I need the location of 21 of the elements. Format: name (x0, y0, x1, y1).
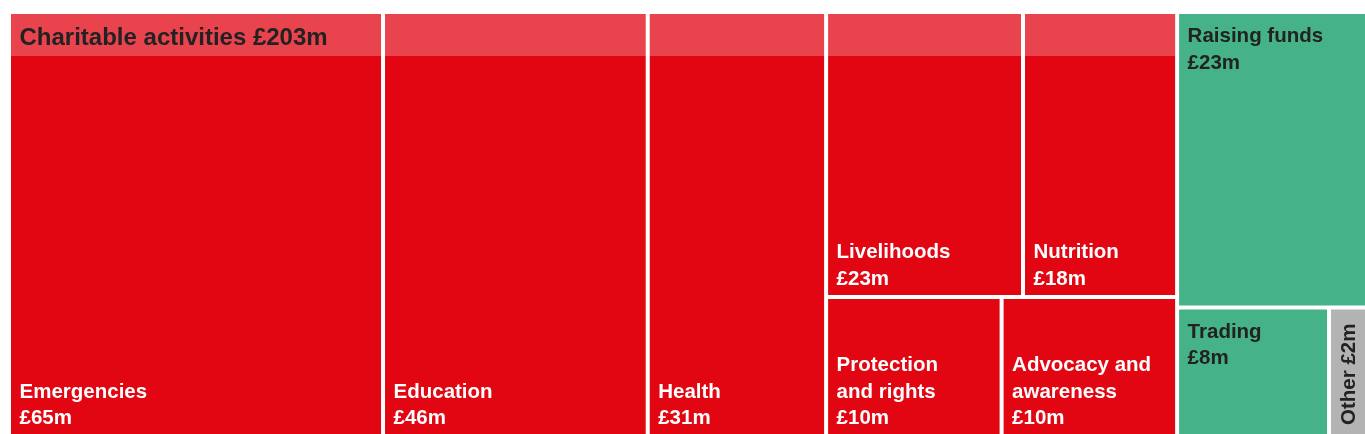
data-label: £18m (1033, 265, 1086, 289)
category-label: Emergencies (19, 378, 148, 402)
data-label: £31m (658, 405, 711, 428)
category-label: Trading (1187, 318, 1262, 342)
data-label: £10m (836, 405, 890, 428)
category-label: Protection and rights (836, 352, 938, 402)
data-label: £23m (836, 265, 890, 289)
data-label: £8m (1187, 345, 1229, 369)
category-label: Health (658, 378, 721, 402)
data-label: £23m (1187, 49, 1241, 73)
category-label: Nutrition (1033, 239, 1119, 263)
category-label: Raising funds (1187, 23, 1324, 46)
category-label: Education (393, 378, 493, 402)
data-label: £65m (19, 405, 72, 428)
data-label: £10m (1012, 405, 1065, 428)
data-label: £2m (1336, 323, 1360, 365)
category-label: Livelihoods (836, 239, 951, 263)
data-label: £46m (393, 405, 446, 428)
category-label: Advocacy and awareness (1012, 352, 1152, 402)
series-label: Charitable activities £203m (19, 23, 328, 50)
category-label: Other (1336, 370, 1360, 425)
